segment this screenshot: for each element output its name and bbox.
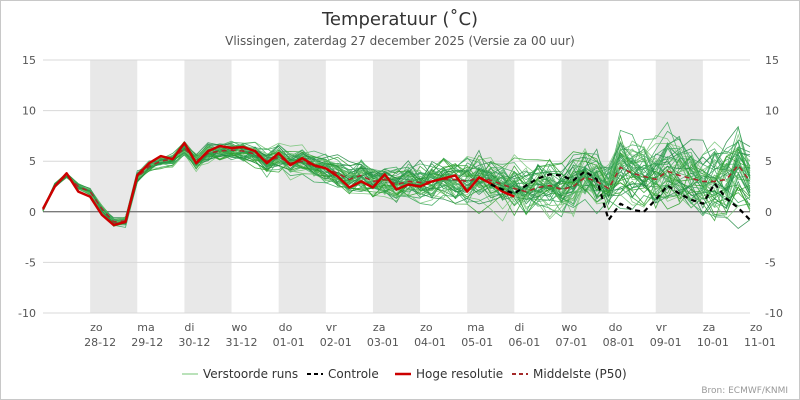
chart-subtitle: Vlissingen, zaterdag 27 december 2025 (V… [225, 34, 575, 48]
y-tick-right: 5 [765, 155, 772, 168]
y-tick-left: -10 [18, 307, 36, 320]
x-tick-date: 10-01 [697, 336, 729, 349]
x-tick-date: 11-01 [744, 336, 776, 349]
ensemble-run-line [42, 140, 751, 223]
legend-item[interactable]: Controle [307, 367, 379, 381]
x-tick-date: 05-01 [461, 336, 493, 349]
weekend-band [90, 60, 138, 313]
x-tick-date: 03-01 [367, 336, 399, 349]
ensemble-run-line [42, 140, 751, 222]
x-tick-weekday: wo [232, 321, 248, 334]
x-tick-weekday: wo [561, 321, 577, 334]
ensemble-run-line [42, 143, 751, 222]
x-tick-date: 04-01 [414, 336, 446, 349]
x-tick-date: 09-01 [650, 336, 682, 349]
legend-label: Controle [328, 367, 379, 381]
source-credit: Bron: ECMWF/KNMI [701, 386, 788, 396]
y-tick-left: -5 [25, 256, 36, 269]
y-tick-left: 5 [29, 155, 36, 168]
legend-label: Middelste (P50) [533, 367, 627, 381]
x-tick-weekday: do [279, 321, 293, 334]
ensemble-run-line [42, 144, 751, 225]
x-tick-date: 30-12 [178, 336, 210, 349]
y-axis-ticks: -10 -10 -5 -5 0 0 5 5 10 10 15 15 [18, 54, 783, 320]
legend-item[interactable]: Verstoorde runs [182, 367, 298, 381]
y-tick-right: -10 [765, 307, 783, 320]
x-axis-ticks: zo 28-12 ma 29-12 di 30-12 wo 31-12 do 01-01 vr 02-… [84, 321, 776, 349]
legend-item[interactable]: Middelste (P50) [512, 367, 627, 381]
ensemble-run-line [42, 150, 751, 225]
weekend-band [655, 60, 703, 313]
ensemble-run-line [42, 142, 751, 222]
ensemble-run-line [42, 141, 751, 222]
weekend-band [184, 60, 232, 313]
x-tick-weekday: za [703, 321, 716, 334]
x-tick-date: 29-12 [131, 336, 163, 349]
x-tick-weekday: vr [656, 321, 668, 334]
x-tick-weekday: di [184, 321, 194, 334]
x-tick-date: 31-12 [226, 336, 258, 349]
x-tick-weekday: ma [467, 321, 484, 334]
legend-label: Verstoorde runs [203, 367, 298, 381]
x-tick-weekday: za [373, 321, 386, 334]
x-tick-weekday: do [609, 321, 623, 334]
y-tick-right: 15 [765, 54, 779, 67]
x-tick-date: 07-01 [555, 336, 587, 349]
legend[interactable]: Verstoorde runs Controle Hoge resolutie Mid… [182, 367, 627, 381]
y-tick-right: 10 [765, 105, 779, 118]
x-tick-date: 01-01 [273, 336, 305, 349]
x-tick-weekday: ma [137, 321, 154, 334]
ensemble-lines [42, 121, 751, 230]
x-tick-weekday: zo [90, 321, 103, 334]
x-tick-date: 06-01 [508, 336, 540, 349]
x-tick-weekday: zo [750, 321, 763, 334]
legend-label: Hoge resolutie [416, 367, 503, 381]
y-tick-right: -5 [765, 256, 776, 269]
ensemble-run-line [42, 143, 751, 223]
x-tick-date: 02-01 [320, 336, 352, 349]
x-tick-date: 28-12 [84, 336, 116, 349]
chart-title: Temperatuur (˚C) [321, 9, 478, 30]
x-tick-weekday: di [514, 321, 524, 334]
weekend-band [278, 60, 326, 313]
x-tick-weekday: vr [326, 321, 338, 334]
y-tick-left: 10 [22, 105, 36, 118]
x-tick-weekday: zo [420, 321, 433, 334]
series-line-controle [490, 170, 751, 221]
ensemble-run-line [42, 142, 751, 221]
y-tick-right: 0 [765, 206, 772, 219]
series-line-hoge-resolutie [41, 141, 515, 227]
y-tick-left: 15 [22, 54, 36, 67]
main-series [41, 141, 751, 227]
legend-item[interactable]: Hoge resolutie [395, 367, 503, 381]
x-tick-date: 08-01 [603, 336, 635, 349]
y-tick-left: 0 [29, 206, 36, 219]
